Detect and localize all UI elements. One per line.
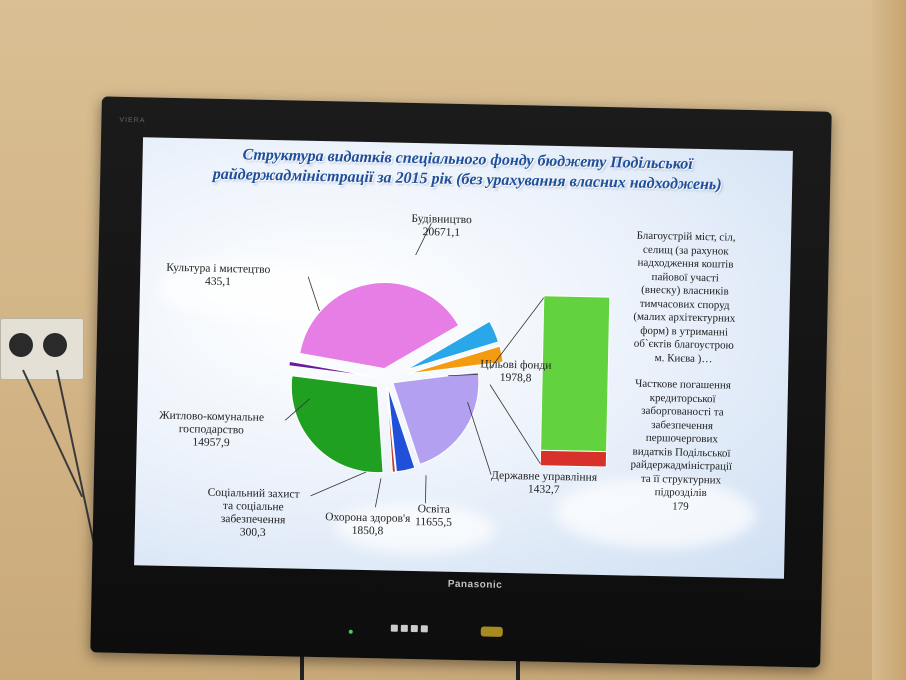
breakdown-bar [539, 295, 611, 468]
leader-line [374, 478, 382, 508]
socket-outlet [9, 333, 33, 357]
pie-chart [284, 223, 611, 508]
breakdown-segment [539, 449, 608, 468]
note-improvement: Благоустрій міст, сіл, селищ (за рахунок… [633, 229, 736, 365]
leader-line [448, 373, 479, 377]
pie-slice [405, 320, 500, 371]
socket-outlet [43, 333, 67, 357]
pie-slice [290, 375, 384, 474]
pie-slice [299, 282, 460, 370]
power-led [348, 629, 353, 634]
label-health: Охорона здоров'я 1850,8 [325, 511, 411, 538]
tv-button[interactable] [420, 625, 428, 633]
tv-button[interactable] [410, 625, 418, 633]
label-construction: Будівництво 20671,1 [411, 212, 472, 239]
tv-button[interactable] [390, 624, 398, 632]
leader-line [425, 475, 427, 504]
label-education: Освіта 11655,5 [414, 503, 453, 529]
leader-line [415, 223, 432, 256]
tv-brand-logo: Panasonic [447, 578, 503, 591]
leader-line [467, 402, 492, 475]
tv-mount-cable [300, 655, 304, 680]
wall-socket [0, 318, 84, 380]
label-administration: Державне управління 1432,7 [490, 469, 598, 497]
tv-control-buttons[interactable] [390, 624, 431, 634]
pie-slices [288, 282, 504, 474]
pie-slice [288, 360, 375, 378]
tv-model-badge: VIERA [119, 116, 146, 125]
presentation-slide: Структура видатків спеціального фонду бю… [134, 137, 793, 579]
tv-frame: VIERA Структура видатків спеціального фо… [90, 96, 832, 668]
tv-mount-cable [516, 655, 520, 680]
label-target-funds: Цільові фонди 1978,8 [480, 358, 552, 385]
leader-lines [284, 223, 492, 508]
pie-slice [387, 386, 416, 473]
leader-line [310, 471, 367, 497]
connector-line [489, 297, 545, 369]
breakdown-connectors [489, 297, 545, 464]
label-housing: Житлово-комунальне господарство 14957,9 [159, 409, 265, 450]
note-debt: Часткове погашення кредиторської заборго… [630, 377, 733, 513]
leader-line [284, 398, 310, 421]
cable [22, 369, 84, 498]
label-social: Соціальний захист та соціальне забезпече… [207, 486, 300, 539]
tv-button[interactable] [400, 624, 408, 632]
connector-line [489, 384, 541, 464]
label-culture: Культура і мистецтво 435,1 [166, 261, 271, 289]
tv-sensor-panel [480, 626, 503, 637]
pie-slice [386, 386, 397, 473]
leader-line [307, 276, 320, 312]
pie-slice [392, 371, 480, 465]
wall-edge [872, 0, 906, 680]
